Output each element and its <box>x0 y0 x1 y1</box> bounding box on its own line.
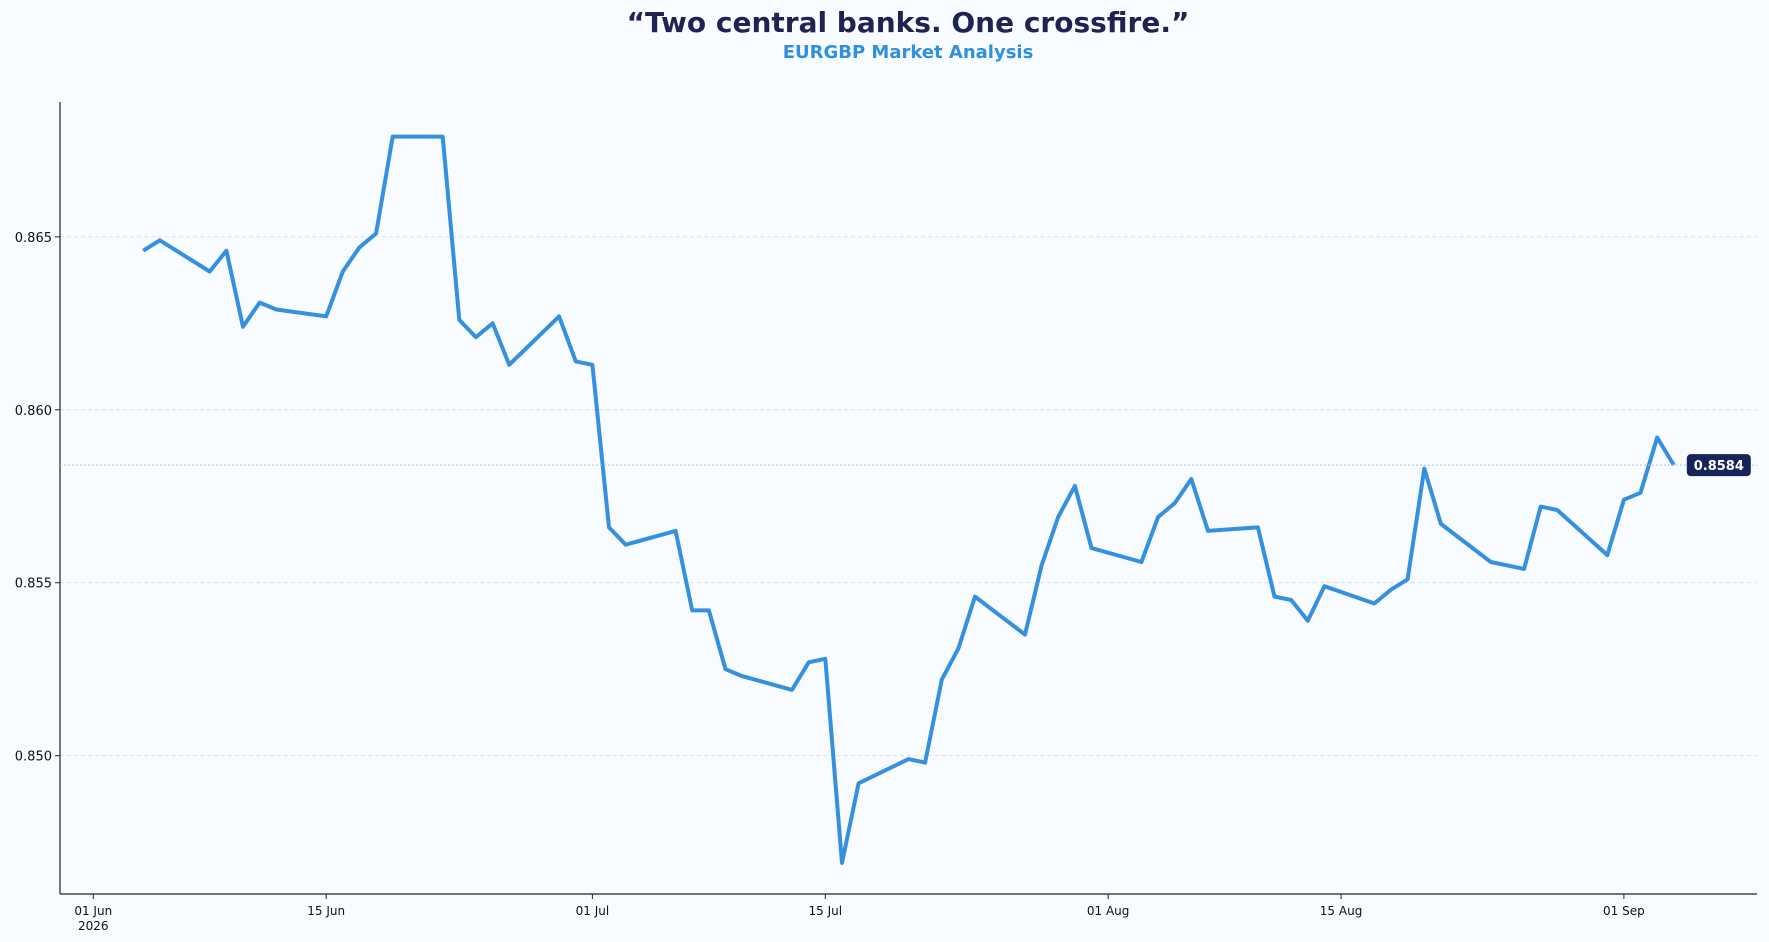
y-tick-label: 0.855 <box>15 577 52 592</box>
chart-title: “Two central banks. One crossfire.” <box>627 6 1190 39</box>
x-tick-label: 15 Aug <box>1320 904 1363 918</box>
x-tick-label: 15 Jul <box>809 904 843 918</box>
x-tick-label: 01 Aug <box>1087 904 1130 918</box>
y-tick-label: 0.860 <box>15 404 52 419</box>
y-tick-label: 0.850 <box>15 750 52 765</box>
x-tick-label: 01 Jun <box>74 904 112 918</box>
x-tick-label: 15 Jun <box>307 904 345 918</box>
last-value-box <box>1686 454 1751 477</box>
last-value-label: 0.8584 <box>1694 459 1744 474</box>
x-tick-label: 01 Sep <box>1603 904 1645 918</box>
x-year-label: 2026 <box>78 919 109 933</box>
y-tick-label: 0.865 <box>15 231 52 246</box>
line <box>142 134 1676 865</box>
x-tick-label: 01 Jul <box>576 904 610 918</box>
chart-subtitle: EURGBP Market Analysis <box>783 42 1034 63</box>
